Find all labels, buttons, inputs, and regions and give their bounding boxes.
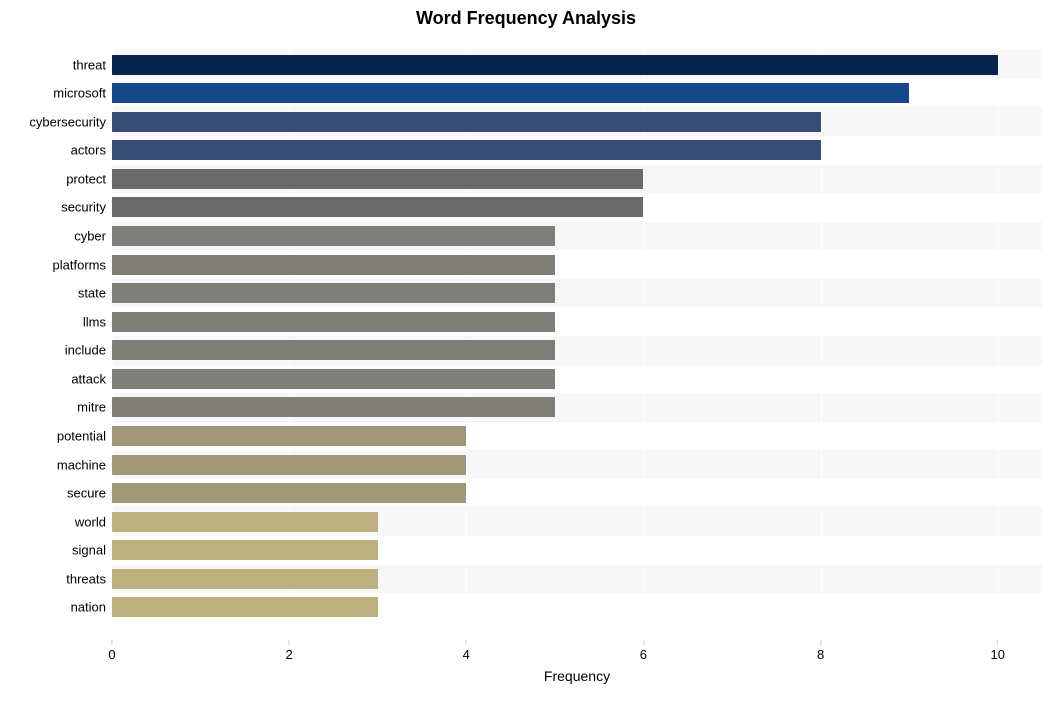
bar — [112, 55, 998, 75]
plot-area: threatmicrosoftcybersecurityactorsprotec… — [112, 36, 1042, 636]
bar-row: mitre — [112, 393, 1042, 422]
y-tick-label: machine — [57, 457, 112, 472]
bar-row: signal — [112, 536, 1042, 565]
x-tick-mark — [111, 640, 112, 645]
bar-row: llms — [112, 307, 1042, 336]
x-tick-mark — [820, 640, 821, 645]
bar — [112, 226, 555, 246]
y-tick-label: state — [78, 286, 112, 301]
bar — [112, 397, 555, 417]
bar — [112, 369, 555, 389]
bar — [112, 255, 555, 275]
y-tick-label: platforms — [53, 257, 112, 272]
y-tick-label: security — [61, 200, 112, 215]
x-tick-value: 2 — [286, 647, 293, 662]
bar-row: microsoft — [112, 79, 1042, 108]
y-tick-label: actors — [71, 143, 112, 158]
bar-row: actors — [112, 136, 1042, 165]
y-tick-label: nation — [71, 600, 112, 615]
bar — [112, 197, 643, 217]
y-tick-label: world — [75, 514, 112, 529]
x-tick-mark — [997, 640, 998, 645]
bar-row: threats — [112, 565, 1042, 594]
y-tick-label: cybersecurity — [29, 114, 112, 129]
x-tick-label: 10 — [990, 640, 1004, 662]
bar-row: cybersecurity — [112, 107, 1042, 136]
bar — [112, 140, 821, 160]
x-tick-mark — [466, 640, 467, 645]
word-frequency-chart: Word Frequency Analysis threatmicrosoftc… — [0, 0, 1052, 701]
y-tick-label: protect — [66, 171, 112, 186]
x-tick-label: 0 — [108, 640, 115, 662]
x-tick-mark — [289, 640, 290, 645]
x-tick-value: 10 — [990, 647, 1004, 662]
bar — [112, 483, 466, 503]
x-tick-label: 4 — [463, 640, 470, 662]
bar — [112, 312, 555, 332]
x-tick-value: 8 — [817, 647, 824, 662]
bar-row: protect — [112, 165, 1042, 194]
y-tick-label: attack — [71, 371, 112, 386]
x-tick-mark — [643, 640, 644, 645]
bar — [112, 569, 378, 589]
bar — [112, 169, 643, 189]
bar-row: security — [112, 193, 1042, 222]
bar-row: cyber — [112, 222, 1042, 251]
x-tick-label: 6 — [640, 640, 647, 662]
y-tick-label: microsoft — [53, 86, 112, 101]
x-tick-label: 8 — [817, 640, 824, 662]
x-tick-value: 4 — [463, 647, 470, 662]
bar-row: secure — [112, 479, 1042, 508]
y-tick-label: signal — [72, 543, 112, 558]
bar-row: include — [112, 336, 1042, 365]
bar-row: state — [112, 279, 1042, 308]
bar — [112, 455, 466, 475]
bar — [112, 540, 378, 560]
bar — [112, 512, 378, 532]
chart-title: Word Frequency Analysis — [0, 8, 1052, 29]
bar — [112, 340, 555, 360]
bar — [112, 83, 909, 103]
x-tick-label: 2 — [286, 640, 293, 662]
y-tick-label: include — [65, 343, 112, 358]
bar — [112, 426, 466, 446]
bar-row: platforms — [112, 250, 1042, 279]
y-tick-label: mitre — [77, 400, 112, 415]
bar-row: threat — [112, 50, 1042, 79]
y-tick-label: llms — [83, 314, 112, 329]
bar-row: world — [112, 507, 1042, 536]
bar — [112, 112, 821, 132]
y-tick-label: cyber — [74, 228, 112, 243]
bar-row: nation — [112, 593, 1042, 622]
y-tick-label: potential — [57, 428, 112, 443]
y-tick-label: threat — [73, 57, 112, 72]
y-tick-label: threats — [66, 571, 112, 586]
x-tick-value: 0 — [108, 647, 115, 662]
bar-row: machine — [112, 450, 1042, 479]
bar — [112, 283, 555, 303]
y-tick-label: secure — [67, 486, 112, 501]
bar-row: attack — [112, 365, 1042, 394]
bar — [112, 597, 378, 617]
x-axis-label: Frequency — [112, 668, 1042, 684]
x-tick-value: 6 — [640, 647, 647, 662]
bar-row: potential — [112, 422, 1042, 451]
